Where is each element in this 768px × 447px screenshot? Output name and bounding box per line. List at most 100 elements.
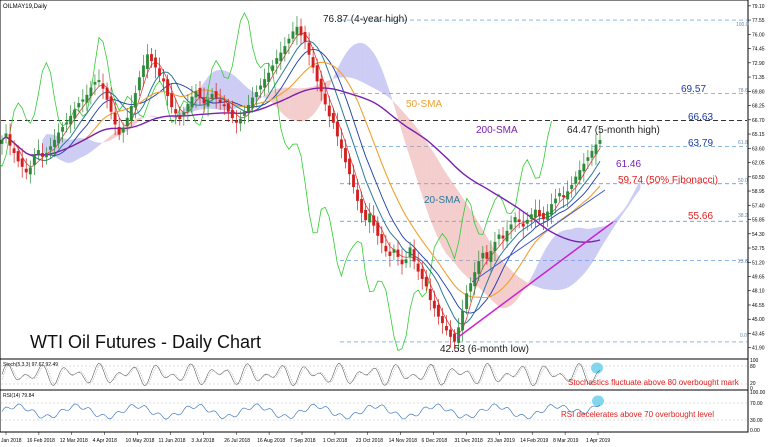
cloud-segment [555,232,560,291]
cloud-segment [628,195,633,207]
cloud-segment [301,87,306,122]
candle-body [16,151,20,162]
cloud-segment [107,135,112,142]
candle-body [493,241,497,252]
candle-body [77,103,81,108]
cloud-segment [438,160,443,248]
candle-body [319,78,323,92]
y-tick-label: 62.05 [752,161,765,167]
candle-body [190,96,194,108]
candlesticks [0,16,602,351]
candle-body [521,223,525,227]
rsi-line [1,403,601,420]
candle-body [307,42,311,55]
y-axis: 79.10 77.55 76.00 74.45 72.90 71.35 69.80 68.25… [748,4,765,352]
candle-body [174,109,178,114]
cloud-segment [381,69,386,96]
candle-body [146,54,149,69]
candle-body [40,153,44,157]
fib-small-labels: 100.0 78.6 61.8 50.0 38.2 23.6 0.0 [736,22,749,339]
candle-body [541,212,545,220]
candle-body [299,26,303,36]
candle-body [436,304,440,317]
candle-body [8,134,12,146]
cloud-segment [466,203,471,281]
candle-body [166,79,170,97]
candle-body [20,158,24,167]
y-tick-label: 41.90 [752,346,765,352]
cloud-segment [365,44,370,86]
candle-body [4,133,8,137]
cloud-segment [579,227,584,279]
candle-body [202,98,206,104]
candle-body [445,325,448,331]
cloud-segment [462,197,467,277]
candle-body [275,58,279,64]
cloud-segment [98,142,104,146]
cloud-segment [636,179,641,195]
trendlines [456,189,614,339]
y-tick-label: 46.55 [752,303,765,309]
candle-body [113,112,117,125]
cloud-segment [402,110,407,146]
cloud-segment [280,87,285,116]
candle-body [186,104,190,112]
fib-label-38-2: 38.2 [738,213,748,219]
cloud-segment [535,261,540,288]
fib-label-61-8: 61.8 [738,140,748,146]
candle-body [251,97,254,109]
cloud-segment [329,77,334,87]
stoch-header: Stoch(5,3,3) 97.67 92.49 [3,362,58,368]
candle-body [440,316,444,324]
fib-label-100: 100.0 [736,22,749,28]
cloud-segment [539,252,544,289]
candle-body [315,65,319,82]
x-tick-label: 16 Aug 2018 [257,438,285,444]
cloud-segment [377,59,382,93]
cloud-segment [620,208,625,218]
candle-body [178,115,182,120]
candle-body [424,276,428,287]
cloud-segment [103,138,108,143]
x-tick-label: 1 Oct 2018 [323,438,348,444]
candle-body [303,31,307,42]
cloud-segment [309,86,314,119]
cloud-segment [551,235,556,291]
cloud-segment [587,228,592,270]
cloud-segment [442,167,447,255]
candle-body [81,99,85,102]
cloud-segment [422,135,427,209]
stoch-tick-100: 100 [750,358,759,364]
candle-body [327,105,331,117]
candle-body [125,117,129,127]
candle-body [295,26,299,35]
cloud-segment [313,85,318,115]
candle-body [558,193,562,197]
candle-body [465,293,469,309]
x-tick-label: 26 Jan 2018 [0,438,22,444]
cloud-segment [337,60,342,78]
x-tick-label: 7 Sep 2018 [290,438,316,444]
cloud-segment [139,116,144,121]
cloud-segment [486,236,491,299]
cloud-segment [341,54,346,78]
x-tick-label: 31 Dec 2018 [454,438,483,444]
level-label-63-79: 63.79 [688,138,713,149]
candle-body [263,79,267,88]
cloud-segment [430,147,435,230]
cloud-segment [498,256,504,309]
candle-body [356,189,360,201]
cloud-segment [305,87,310,121]
y-tick-label: 65.15 [752,132,765,138]
candle-body [0,139,4,144]
cloud-segment [151,115,156,118]
y-tick-label: 68.25 [752,104,765,110]
candle-body [335,121,339,137]
chart-annotations: 76.87 (4-year high) 64.47 (5-month high)… [323,14,660,355]
cloud-segment [450,179,455,263]
candle-body [283,46,287,55]
fib-label-78-6: 78.6 [738,88,748,94]
candle-body [404,259,408,264]
candle-body [121,127,125,133]
candle-body [222,104,226,107]
